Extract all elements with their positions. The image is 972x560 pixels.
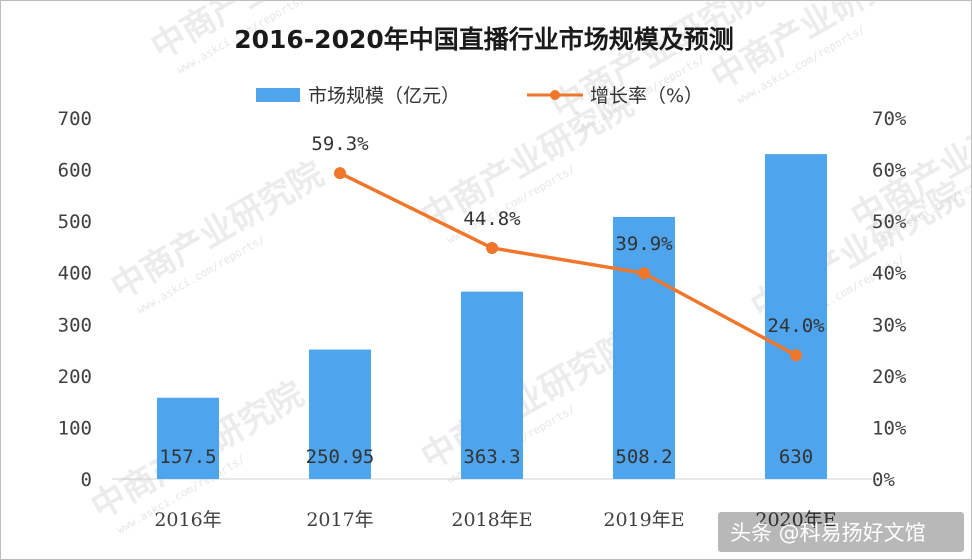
line-point xyxy=(790,349,802,362)
bar-value-label: 157.5 xyxy=(159,446,216,468)
y-axis-right: 0% 10% 20% 30% 40% 50% 60% 70% xyxy=(872,108,907,491)
legend-line-marker xyxy=(550,90,560,100)
y-left-tick-label: 200 xyxy=(58,366,92,388)
y-left-tick-label: 600 xyxy=(58,160,92,182)
credit-text: 头条 @科易扬好文馆 xyxy=(730,521,926,545)
y-left-tick-label: 0 xyxy=(81,469,92,491)
line-value-label: 44.8% xyxy=(463,208,521,230)
bar-data-labels: 157.5 250.95 363.3 508.2 630 xyxy=(159,446,813,468)
bar xyxy=(461,291,523,479)
y-left-tick-label: 100 xyxy=(58,417,92,439)
x-tick-label: 2016年 xyxy=(154,509,221,531)
y-left-tick-label: 500 xyxy=(58,211,92,233)
y-right-tick-label: 70% xyxy=(872,108,907,130)
x-tick-label: 2020年E xyxy=(755,509,836,531)
line-value-label: 24.0% xyxy=(767,315,825,337)
y-right-tick-label: 0% xyxy=(872,469,895,491)
line-value-label: 59.3% xyxy=(311,133,369,155)
y-right-tick-label: 30% xyxy=(872,314,907,336)
bar-value-label: 250.95 xyxy=(306,446,375,468)
bar-value-label: 363.3 xyxy=(463,446,520,468)
line-point xyxy=(486,241,498,254)
line-value-label: 39.9% xyxy=(615,233,673,255)
y-right-tick-label: 60% xyxy=(872,160,907,182)
legend-line-label: 增长率（%） xyxy=(590,85,703,107)
line-series xyxy=(334,167,802,362)
y-left-tick-label: 700 xyxy=(58,108,92,130)
y-right-tick-label: 10% xyxy=(872,417,907,439)
legend: 市场规模（亿元） 增长率（%） xyxy=(256,85,703,107)
credit-backdrop xyxy=(718,512,964,552)
y-right-tick-label: 20% xyxy=(872,366,907,388)
bar-value-label: 508.2 xyxy=(615,446,672,468)
line-data-labels: 59.3% 44.8% 39.9% 24.0% xyxy=(311,133,825,337)
y-right-tick-label: 50% xyxy=(872,211,907,233)
legend-bar-label: 市场规模（亿元） xyxy=(308,85,460,107)
x-axis: 2016年 2017年 2018年E 2019年E 2020年E xyxy=(154,509,836,531)
x-tick-label: 2017年 xyxy=(306,509,373,531)
line-point xyxy=(334,167,346,180)
growth-line xyxy=(339,171,797,357)
y-left-tick-label: 400 xyxy=(58,263,92,285)
bar xyxy=(613,216,675,479)
bar xyxy=(309,349,371,479)
bar xyxy=(157,397,219,479)
bar-series xyxy=(157,154,827,479)
x-tick-label: 2018年E xyxy=(451,509,532,531)
y-right-tick-label: 40% xyxy=(872,263,907,285)
legend-bar-swatch xyxy=(256,88,300,102)
watermark-text: 中商产业研究院 xyxy=(105,154,331,308)
x-tick-label: 2019年E xyxy=(603,509,684,531)
watermark-text: 中商产业研究院 xyxy=(415,324,641,478)
y-axis-left: 0 100 200 300 400 500 600 700 xyxy=(58,108,92,491)
line-point xyxy=(638,267,650,280)
y-left-tick-label: 300 xyxy=(58,314,92,336)
bar xyxy=(765,154,827,479)
chart-title: 2016-2020年中国直播行业市场规模及预测 xyxy=(234,25,734,54)
bar-value-label: 630 xyxy=(779,446,813,468)
